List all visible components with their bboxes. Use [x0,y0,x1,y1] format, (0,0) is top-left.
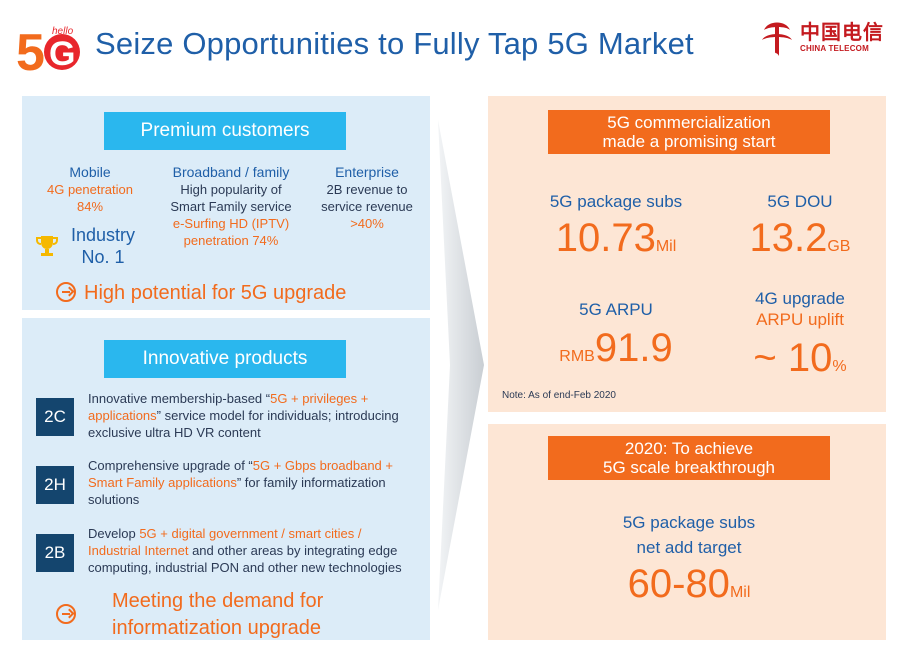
item-2h-text: Comprehensive upgrade of “5G + Gbps broa… [88,457,424,508]
target-pill-line2: 5G scale breakthrough [603,458,775,477]
dou-label: 5G DOU [767,192,833,211]
header: 5 G hello Seize Opportunities to Fully T… [0,0,897,92]
circle-arrow-icon [56,604,76,624]
item-2c-p1: Innovative membership-based “ [88,391,271,406]
chevron-right-icon [438,120,484,610]
tag-2b: 2B [36,534,74,572]
dou-value: 13.2GB [720,216,880,261]
meeting-statement: Meeting the demand for informatization u… [112,588,362,642]
commercialization-pill-line2: made a promising start [602,132,776,151]
uplift-label2: ARPU uplift [756,310,844,329]
industry-line1: Industry [70,225,136,245]
meeting-line2: informatization upgrade [112,617,322,639]
item-2b-p2: and other areas by integrating edge comp… [88,543,402,575]
subs-number: 10.73 [555,216,656,260]
target-label: 5G package subs net add target [548,510,830,560]
item-2c-h1: 5G + privileges + [270,391,369,406]
broadband-line2: Smart Family service [170,199,292,214]
enterprise-heading: Enterprise [335,164,399,180]
item-2h-h1: 5G + Gbps broadband + [252,458,393,473]
commercialization-pill: 5G commercialization made a promising st… [548,110,830,154]
premium-customers-pill: Premium customers [104,112,346,150]
subs-value: 10.73Mil [516,216,716,261]
broadband-line1: High popularity of [180,182,282,197]
mobile-column: Mobile 4G penetration 84% [30,164,150,215]
china-telecom-logo: 中国电信 CHINA TELECOM [758,16,888,66]
enterprise-line3: >40% [350,216,384,231]
item-2c-p2: ” service model for individuals; introdu… [88,408,399,440]
mobile-line1: 4G penetration [46,182,133,197]
uplift-label1: 4G upgrade [755,289,845,308]
tag-2c: 2C [36,398,74,436]
svg-text:5: 5 [16,24,45,76]
arpu-value: RMB91.9 [516,326,716,371]
arpu-number: 91.9 [594,326,673,370]
target-number: 60-80 [627,562,730,606]
mobile-line2: 84% [76,199,104,214]
broadband-heading: Broadband / family [172,164,290,180]
broadband-line3: e-Surfing HD (IPTV) [172,216,290,231]
uplift-unit: % [832,358,847,375]
commercialization-pill-line1: 5G commercialization [607,113,771,132]
industry-line2: No. 1 [81,247,125,267]
arpu-prefix: RMB [559,348,595,365]
item-2b-h1: 5G + digital government / smart cities / [139,526,362,541]
svg-text:hello: hello [52,26,74,37]
enterprise-line1: 2B revenue to [326,182,408,197]
item-2c-text: Innovative membership-based “5G + privil… [88,390,424,441]
5g-hello-logo: 5 G hello [16,24,80,76]
target-pill-line1: 2020: To achieve [624,439,754,458]
tag-2h: 2H [36,466,74,504]
item-2h-h2: Smart Family applications [88,475,237,490]
enterprise-line2: service revenue [321,199,413,214]
target-label2: net add target [636,538,742,557]
item-2h-p2: ” for family informatization solutions [88,475,386,507]
target-label1: 5G package subs [622,513,756,532]
meeting-line1: Meeting the demand for [112,590,324,612]
china-telecom-emblem-icon [762,22,792,56]
uplift-label: 4G upgrade ARPU uplift [720,288,880,330]
arpu-label: 5G ARPU [579,300,653,319]
enterprise-column: Enterprise 2B revenue to service revenue… [312,164,422,232]
dou-unit: GB [827,238,851,255]
innovative-products-pill: Innovative products [104,340,346,378]
broadband-column: Broadband / family High popularity of Sm… [162,164,300,249]
mobile-heading: Mobile [69,164,111,180]
brand-name-cn: 中国电信 [800,22,884,44]
brand-name-en: CHINA TELECOM [800,44,869,53]
uplift-number: ~ 10 [753,336,833,380]
item-2b-h2: Industrial Internet [88,543,189,558]
target-value: 60-80Mil [548,562,830,607]
potential-statement: High potential for 5G upgrade [56,282,346,305]
item-2h-p1: Comprehensive upgrade of “ [88,458,253,473]
item-2b-p1: Develop [88,526,140,541]
uplift-value: ~ 10% [720,336,880,381]
circle-arrow-icon [56,282,76,302]
trophy-icon [36,236,58,256]
subs-unit: Mil [655,238,677,255]
broadband-line4: penetration 74% [183,233,279,248]
item-2b-text: Develop 5G + digital government / smart … [88,525,424,576]
page-title: Seize Opportunities to Fully Tap 5G Mark… [95,26,694,61]
subs-label: 5G package subs [549,192,683,211]
industry-rank: Industry No. 1 [48,224,158,268]
target-unit: Mil [729,584,751,601]
footnote: Note: As of end-Feb 2020 [502,390,616,401]
svg-text:G: G [49,35,75,73]
item-2c-h2: applications [88,408,157,423]
potential-text: High potential for 5G upgrade [84,282,347,304]
dou-number: 13.2 [749,216,828,260]
target-pill: 2020: To achieve 5G scale breakthrough [548,436,830,480]
